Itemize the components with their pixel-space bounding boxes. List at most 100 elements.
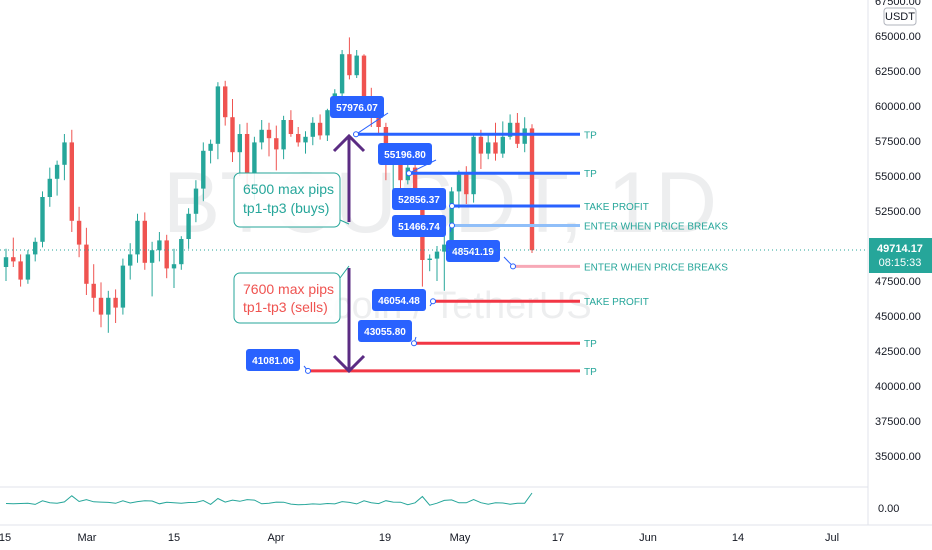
candle-body — [522, 128, 527, 144]
candle-body — [171, 264, 177, 269]
candle — [11, 237, 16, 267]
candle — [303, 131, 308, 154]
candle-body — [288, 120, 294, 134]
time-axis[interactable]: 15 Mar 15 Apr 19 May 17 Jun 14 Jul — [0, 532, 839, 544]
time-tick-label: Jun — [639, 532, 657, 544]
candle-body — [18, 261, 23, 280]
candle — [281, 115, 286, 160]
candle — [347, 37, 352, 80]
indicator-line — [5, 492, 533, 506]
candle-body — [478, 136, 484, 154]
candle-body — [434, 251, 440, 259]
candle-body — [317, 122, 323, 136]
level-line-group[interactable]: 51466.74 ENTER WHEN PRICE BREAKS — [392, 215, 728, 237]
candle — [266, 122, 272, 157]
level-label: TP — [584, 169, 597, 180]
candle — [288, 110, 294, 137]
level-label: TP — [584, 130, 597, 141]
candle-body — [252, 142, 257, 174]
candle — [486, 134, 491, 160]
candle — [135, 213, 140, 263]
level-line-group[interactable]: 52856.37 TAKE PROFIT — [392, 188, 649, 213]
time-tick-label: Mar — [78, 532, 97, 544]
level-line-group[interactable]: 48541.19 ENTER WHEN PRICE BREAKS — [446, 240, 728, 273]
price-tick-label: 35000.00 — [875, 451, 921, 463]
candle — [91, 264, 96, 312]
time-tick-label: Apr — [267, 532, 284, 544]
level-line-group[interactable]: 43055.80 TP — [358, 320, 597, 350]
candle-body — [244, 134, 250, 174]
time-tick-label: 17 — [552, 532, 564, 544]
candle-body — [142, 220, 147, 263]
level-line-group[interactable]: 41081.06 TP — [246, 349, 597, 378]
candle — [149, 241, 155, 297]
candle-body — [201, 150, 206, 189]
candle — [84, 227, 89, 295]
candle-body — [471, 136, 476, 195]
candle — [434, 246, 440, 281]
candle-body — [149, 250, 155, 263]
level-price-tag-text: 55196.80 — [384, 150, 426, 161]
chart-notes: 6500 max pips tp1-tp3 (buys) 7600 max pi… — [233, 133, 366, 374]
level-price-tag-text: 46054.48 — [378, 296, 420, 307]
buys-note-line-2: tp1-tp3 (buys) — [243, 200, 329, 216]
time-tick-label: May — [450, 532, 471, 544]
candle — [325, 108, 330, 141]
level-label: TAKE PROFIT — [584, 297, 649, 308]
level-anchor-dot — [411, 340, 417, 347]
level-line-group[interactable]: 55196.80 TP — [378, 143, 597, 180]
candle-body — [106, 297, 111, 315]
candle-body — [259, 129, 264, 143]
currency-button[interactable] — [883, 7, 917, 26]
sells-note-box[interactable] — [233, 272, 341, 324]
candle — [128, 243, 133, 280]
level-price-tag — [392, 215, 446, 237]
level-line-group[interactable]: 57976.07 TP — [330, 96, 597, 141]
candle-body — [507, 122, 513, 137]
candle-body — [3, 257, 9, 267]
time-tick-label: 19 — [379, 532, 391, 544]
indicator-value: 0.00 — [878, 503, 899, 515]
sells-arrow-head — [332, 354, 366, 374]
candle — [98, 282, 104, 328]
price-tick-label: 55000.00 — [875, 171, 921, 183]
buys-arrow-head — [332, 133, 366, 153]
candle-body — [91, 283, 96, 298]
candle-body — [266, 129, 272, 139]
level-label: ENTER WHEN PRICE BREAKS — [584, 222, 728, 233]
candle-body — [274, 138, 279, 150]
candle — [317, 114, 323, 140]
price-tick-label: 45000.00 — [875, 311, 921, 323]
candle-body — [76, 220, 82, 245]
candle — [296, 127, 301, 147]
candle-body — [113, 297, 118, 308]
price-axis[interactable]: 35000.00 37500.00 40000.00 42500.00 45000.00… — [875, 0, 921, 463]
candle-body — [427, 258, 432, 260]
candle-body — [456, 174, 462, 192]
candle-body — [500, 136, 505, 154]
candle-body — [164, 240, 169, 269]
sells-note-line-2: tp1-tp3 (sells) — [243, 299, 328, 315]
candle-body — [54, 164, 60, 179]
buys-note-box[interactable] — [233, 172, 341, 228]
candle-body — [296, 134, 301, 143]
candle — [33, 237, 38, 262]
candle-body — [193, 188, 199, 214]
candle-body — [412, 167, 418, 193]
candle-body — [354, 55, 359, 76]
price-tick-label: 65000.00 — [875, 31, 921, 43]
candle-body — [135, 220, 140, 255]
candle — [164, 234, 169, 279]
price-tick-label: 67500.00 — [875, 0, 921, 8]
level-line-group[interactable]: 46054.48 TAKE PROFIT — [372, 289, 649, 311]
candle-body — [157, 240, 162, 251]
level-anchor-dot — [305, 367, 311, 374]
level-price-tag-text: 41081.06 — [252, 356, 294, 367]
candle-body — [33, 241, 38, 255]
candle — [478, 129, 484, 169]
candle-body — [62, 142, 67, 165]
level-price-tag — [378, 143, 432, 165]
candle-body — [69, 142, 74, 221]
